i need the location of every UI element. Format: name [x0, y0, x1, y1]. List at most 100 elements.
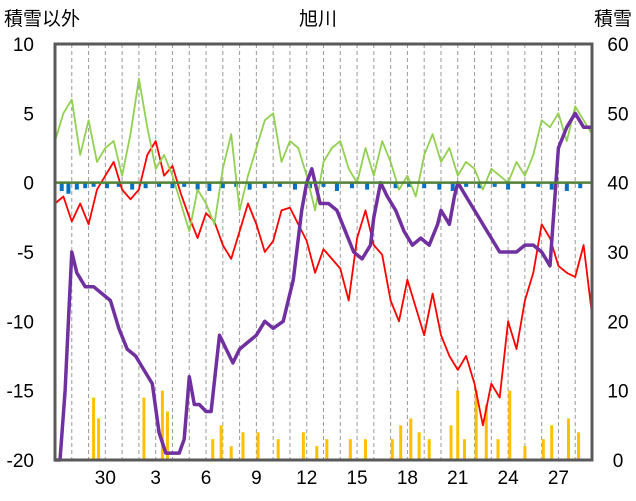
precipitation-bar [541, 439, 545, 460]
snow-diff-bar [157, 182, 162, 187]
snow-diff-bar [247, 182, 252, 190]
snow-diff-bar [422, 182, 427, 189]
precipitation-bar [165, 411, 169, 460]
right-tick-label: 20 [607, 312, 628, 333]
precipitation-bar [523, 446, 527, 460]
snow-diff-bar [407, 182, 412, 187]
precipitation-bar [399, 425, 403, 460]
snow-diff-bar [182, 182, 187, 187]
snow-diff-bar [334, 182, 339, 191]
snow-diff-bar [492, 182, 497, 187]
precipitation-bar [550, 425, 554, 460]
left-tick-label: 10 [13, 35, 34, 56]
snow-diff-bar [464, 182, 469, 187]
snow-diff-bar [130, 182, 135, 190]
snow-diff-bar [321, 182, 326, 187]
left-tick-label: -10 [7, 312, 34, 333]
snow-diff-bar [220, 182, 225, 189]
left-tick-label: -15 [7, 382, 34, 403]
precipitation-bar [449, 425, 453, 460]
snow-diff-bar [74, 182, 79, 190]
x-tick-label: 15 [346, 468, 367, 489]
x-tick-label: 27 [548, 468, 569, 489]
snow-diff-bar [83, 182, 88, 189]
precipitation-bar [567, 418, 571, 460]
snow-diff-bar [578, 182, 583, 189]
snow-diff-bar [506, 182, 511, 190]
snow-diff-bar [170, 182, 175, 189]
left-tick-label: 0 [23, 174, 34, 195]
precipitation-bar [390, 439, 394, 460]
snow-diff-bar [195, 182, 200, 190]
snow-diff-bar [105, 182, 110, 189]
x-tick-label: 12 [296, 468, 317, 489]
snow-diff-bar [91, 182, 96, 187]
snow-diff-bar [66, 182, 71, 194]
precipitation-bar [276, 439, 280, 460]
precipitation-bar [508, 390, 512, 460]
precipitation-bar [241, 432, 245, 460]
snow-diff-bar [365, 182, 370, 190]
snow-diff-bar [277, 182, 282, 187]
left-axis-title: 積雪以外 [4, 8, 80, 30]
precipitation-bar [456, 390, 460, 460]
precipitation-bar [92, 397, 96, 460]
snow-diff-bar [549, 182, 554, 190]
precipitation-bar [97, 418, 101, 460]
snow-diff-bar [292, 182, 297, 190]
x-tick-label: 30 [95, 468, 116, 489]
temperature-line [54, 140, 593, 427]
right-axis-title: 積雪 [594, 8, 632, 30]
precipitation-bar [577, 432, 581, 460]
x-tick-label: 18 [397, 468, 418, 489]
right-tick-label: 0 [613, 451, 624, 472]
snow-diff-bar [521, 182, 526, 189]
snow-diff-bar [536, 182, 541, 187]
snow-diff-bar [564, 182, 569, 191]
right-tick-label: 10 [607, 382, 628, 403]
precipitation-bar [219, 425, 223, 460]
precipitation-bar [417, 432, 421, 460]
precipitation-bar [474, 390, 478, 460]
precipitation-bar [301, 432, 305, 460]
snow-diff-bar [143, 182, 148, 189]
precipitation-bar [427, 439, 431, 460]
snow-diff-bar [207, 182, 212, 191]
right-tick-label: 50 [607, 104, 628, 125]
precipitation-bar [211, 439, 215, 460]
x-tick-label: 3 [150, 468, 161, 489]
snow-diff-bar [437, 182, 442, 190]
left-tick-label: -20 [7, 451, 34, 472]
chart-title: 旭川 [299, 8, 337, 30]
precipitation-bar [142, 397, 146, 460]
precipitation-bar [409, 418, 413, 460]
plot-frame [53, 42, 594, 462]
left-tick-label: -5 [17, 243, 34, 264]
precipitation-bar [484, 404, 488, 460]
x-tick-label: 6 [201, 468, 212, 489]
wind-line [54, 77, 593, 233]
snow-diff-bar [59, 182, 64, 191]
right-tick-label: 30 [607, 243, 628, 264]
snow-diff-bar [116, 182, 121, 187]
snow-diff-bar [393, 182, 398, 189]
precipitation-bar [325, 439, 329, 460]
right-tick-label: 60 [607, 35, 628, 56]
snow-diff-bar [450, 182, 455, 191]
precipitation-bar [256, 432, 260, 460]
snow-diff-bar [262, 182, 267, 189]
snow-diff-bar [350, 182, 355, 189]
left-tick-label: 5 [23, 104, 34, 125]
precipitation-bar [348, 439, 352, 460]
snow-diff-bar [308, 182, 313, 189]
right-tick-label: 40 [607, 174, 628, 195]
precipitation-bar [315, 446, 319, 460]
precipitation-bar [462, 439, 466, 460]
precipitation-bar [229, 446, 233, 460]
snow-diff-bar [477, 182, 482, 189]
precipitation-bar [496, 439, 500, 460]
x-tick-label: 24 [498, 468, 520, 489]
precipitation-bar [363, 439, 367, 460]
